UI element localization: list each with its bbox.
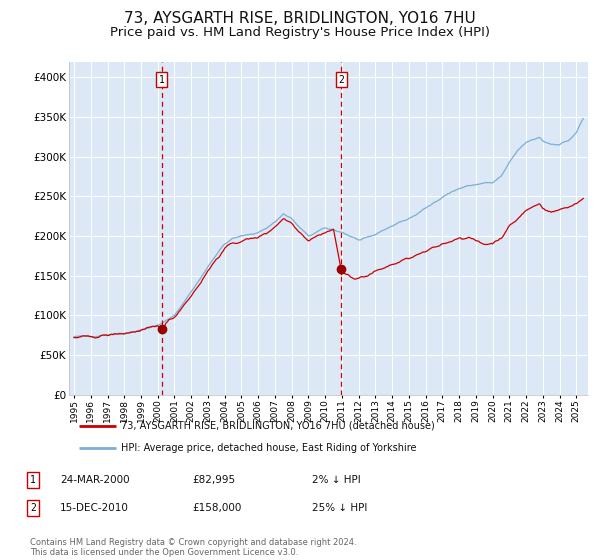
Text: £82,995: £82,995: [192, 475, 235, 485]
Text: 2% ↓ HPI: 2% ↓ HPI: [312, 475, 361, 485]
Text: 2: 2: [30, 503, 36, 513]
Text: 2: 2: [338, 75, 344, 85]
Text: 25% ↓ HPI: 25% ↓ HPI: [312, 503, 367, 513]
Text: 1: 1: [30, 475, 36, 485]
Text: £158,000: £158,000: [192, 503, 241, 513]
Text: 73, AYSGARTH RISE, BRIDLINGTON, YO16 7HU (detached house): 73, AYSGARTH RISE, BRIDLINGTON, YO16 7HU…: [121, 421, 434, 431]
Text: 15-DEC-2010: 15-DEC-2010: [60, 503, 129, 513]
Text: Price paid vs. HM Land Registry's House Price Index (HPI): Price paid vs. HM Land Registry's House …: [110, 26, 490, 39]
Text: 24-MAR-2000: 24-MAR-2000: [60, 475, 130, 485]
Text: HPI: Average price, detached house, East Riding of Yorkshire: HPI: Average price, detached house, East…: [121, 443, 416, 453]
Text: Contains HM Land Registry data © Crown copyright and database right 2024.
This d: Contains HM Land Registry data © Crown c…: [30, 538, 356, 557]
Text: 1: 1: [158, 75, 164, 85]
Text: 73, AYSGARTH RISE, BRIDLINGTON, YO16 7HU: 73, AYSGARTH RISE, BRIDLINGTON, YO16 7HU: [124, 11, 476, 26]
